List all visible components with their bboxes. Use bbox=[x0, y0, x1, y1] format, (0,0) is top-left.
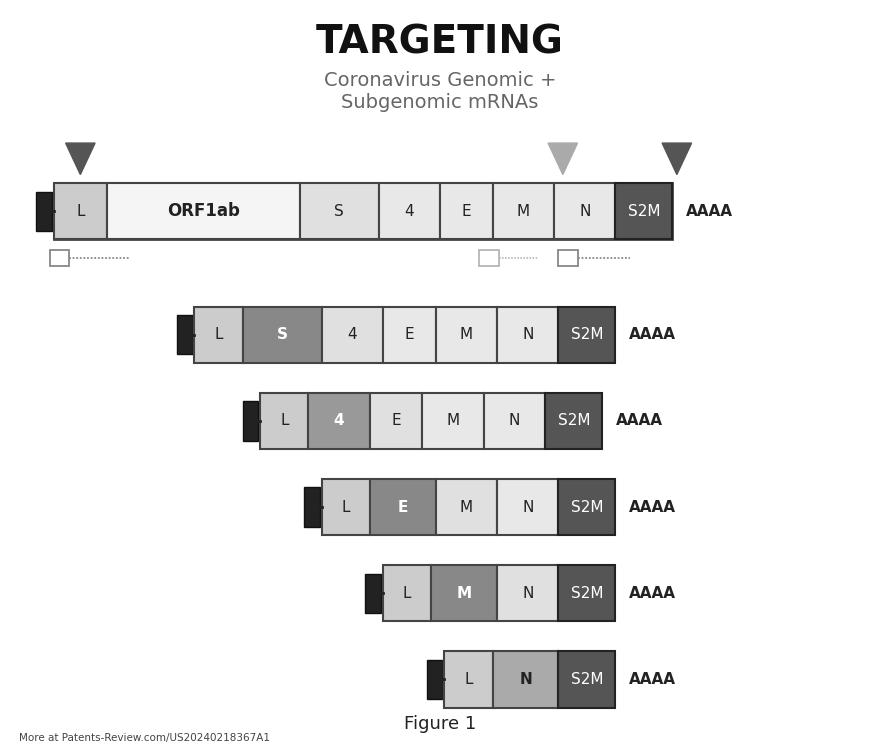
FancyBboxPatch shape bbox=[493, 651, 559, 708]
Text: N: N bbox=[579, 204, 590, 219]
FancyBboxPatch shape bbox=[493, 183, 554, 239]
Text: S2M: S2M bbox=[571, 672, 603, 687]
FancyBboxPatch shape bbox=[546, 393, 602, 449]
FancyBboxPatch shape bbox=[615, 183, 672, 239]
FancyBboxPatch shape bbox=[383, 566, 431, 621]
Text: Subgenomic mRNAs: Subgenomic mRNAs bbox=[341, 93, 539, 112]
Text: M: M bbox=[459, 499, 473, 514]
FancyBboxPatch shape bbox=[194, 307, 243, 363]
Text: Coronavirus Genomic +: Coronavirus Genomic + bbox=[324, 71, 556, 89]
Text: E: E bbox=[461, 204, 471, 219]
Text: N: N bbox=[522, 327, 533, 342]
Text: TARGETING: TARGETING bbox=[316, 23, 564, 62]
Text: L: L bbox=[465, 672, 473, 687]
FancyBboxPatch shape bbox=[497, 566, 559, 621]
FancyBboxPatch shape bbox=[49, 250, 69, 266]
Text: M: M bbox=[517, 204, 530, 219]
Text: L: L bbox=[403, 586, 411, 601]
FancyBboxPatch shape bbox=[497, 307, 559, 363]
Text: AAAA: AAAA bbox=[628, 586, 676, 601]
Text: E: E bbox=[405, 327, 414, 342]
FancyBboxPatch shape bbox=[321, 479, 370, 535]
Text: AAAA: AAAA bbox=[628, 672, 676, 687]
Text: S2M: S2M bbox=[558, 414, 590, 429]
FancyBboxPatch shape bbox=[308, 393, 370, 449]
Text: S2M: S2M bbox=[627, 204, 660, 219]
FancyBboxPatch shape bbox=[480, 250, 499, 266]
FancyBboxPatch shape bbox=[243, 402, 259, 441]
Text: E: E bbox=[398, 499, 408, 514]
Text: S2M: S2M bbox=[571, 499, 603, 514]
Text: 4: 4 bbox=[405, 204, 414, 219]
Text: M: M bbox=[457, 586, 472, 601]
FancyBboxPatch shape bbox=[243, 307, 321, 363]
FancyBboxPatch shape bbox=[378, 183, 440, 239]
FancyBboxPatch shape bbox=[559, 250, 578, 266]
FancyBboxPatch shape bbox=[422, 393, 484, 449]
FancyBboxPatch shape bbox=[36, 192, 52, 231]
FancyBboxPatch shape bbox=[370, 479, 436, 535]
FancyBboxPatch shape bbox=[559, 479, 615, 535]
Text: M: M bbox=[459, 327, 473, 342]
FancyBboxPatch shape bbox=[484, 393, 546, 449]
FancyBboxPatch shape bbox=[436, 307, 497, 363]
FancyBboxPatch shape bbox=[321, 307, 383, 363]
FancyBboxPatch shape bbox=[177, 315, 193, 354]
Polygon shape bbox=[662, 143, 692, 174]
Text: More at Patents-Review.com/US20240218367A1: More at Patents-Review.com/US20240218367… bbox=[19, 733, 270, 743]
FancyBboxPatch shape bbox=[106, 183, 300, 239]
FancyBboxPatch shape bbox=[365, 574, 381, 613]
Text: AAAA: AAAA bbox=[686, 204, 733, 219]
Text: S2M: S2M bbox=[571, 327, 603, 342]
FancyBboxPatch shape bbox=[427, 660, 443, 699]
FancyBboxPatch shape bbox=[436, 479, 497, 535]
FancyBboxPatch shape bbox=[559, 307, 615, 363]
Text: N: N bbox=[522, 586, 533, 601]
FancyBboxPatch shape bbox=[383, 307, 436, 363]
Text: Figure 1: Figure 1 bbox=[404, 715, 476, 733]
Polygon shape bbox=[66, 143, 95, 174]
FancyBboxPatch shape bbox=[431, 566, 497, 621]
FancyBboxPatch shape bbox=[440, 183, 493, 239]
Text: ORF1ab: ORF1ab bbox=[166, 202, 239, 220]
Text: L: L bbox=[214, 327, 223, 342]
Text: E: E bbox=[392, 414, 401, 429]
Text: N: N bbox=[519, 672, 532, 687]
Text: S: S bbox=[334, 204, 344, 219]
FancyBboxPatch shape bbox=[370, 393, 422, 449]
Text: L: L bbox=[341, 499, 350, 514]
FancyBboxPatch shape bbox=[559, 651, 615, 708]
Text: M: M bbox=[446, 414, 459, 429]
FancyBboxPatch shape bbox=[304, 487, 319, 527]
Text: 4: 4 bbox=[348, 327, 357, 342]
FancyBboxPatch shape bbox=[300, 183, 378, 239]
FancyBboxPatch shape bbox=[554, 183, 615, 239]
FancyBboxPatch shape bbox=[444, 651, 493, 708]
Text: L: L bbox=[76, 204, 84, 219]
Text: AAAA: AAAA bbox=[615, 414, 663, 429]
Text: AAAA: AAAA bbox=[628, 499, 676, 514]
Text: N: N bbox=[522, 499, 533, 514]
Text: N: N bbox=[509, 414, 520, 429]
Text: S: S bbox=[276, 327, 288, 342]
FancyBboxPatch shape bbox=[54, 183, 106, 239]
Text: AAAA: AAAA bbox=[628, 327, 676, 342]
FancyBboxPatch shape bbox=[260, 393, 308, 449]
Text: S2M: S2M bbox=[571, 586, 603, 601]
Text: 4: 4 bbox=[334, 414, 344, 429]
Text: L: L bbox=[280, 414, 289, 429]
FancyBboxPatch shape bbox=[559, 566, 615, 621]
Polygon shape bbox=[548, 143, 577, 174]
FancyBboxPatch shape bbox=[497, 479, 559, 535]
